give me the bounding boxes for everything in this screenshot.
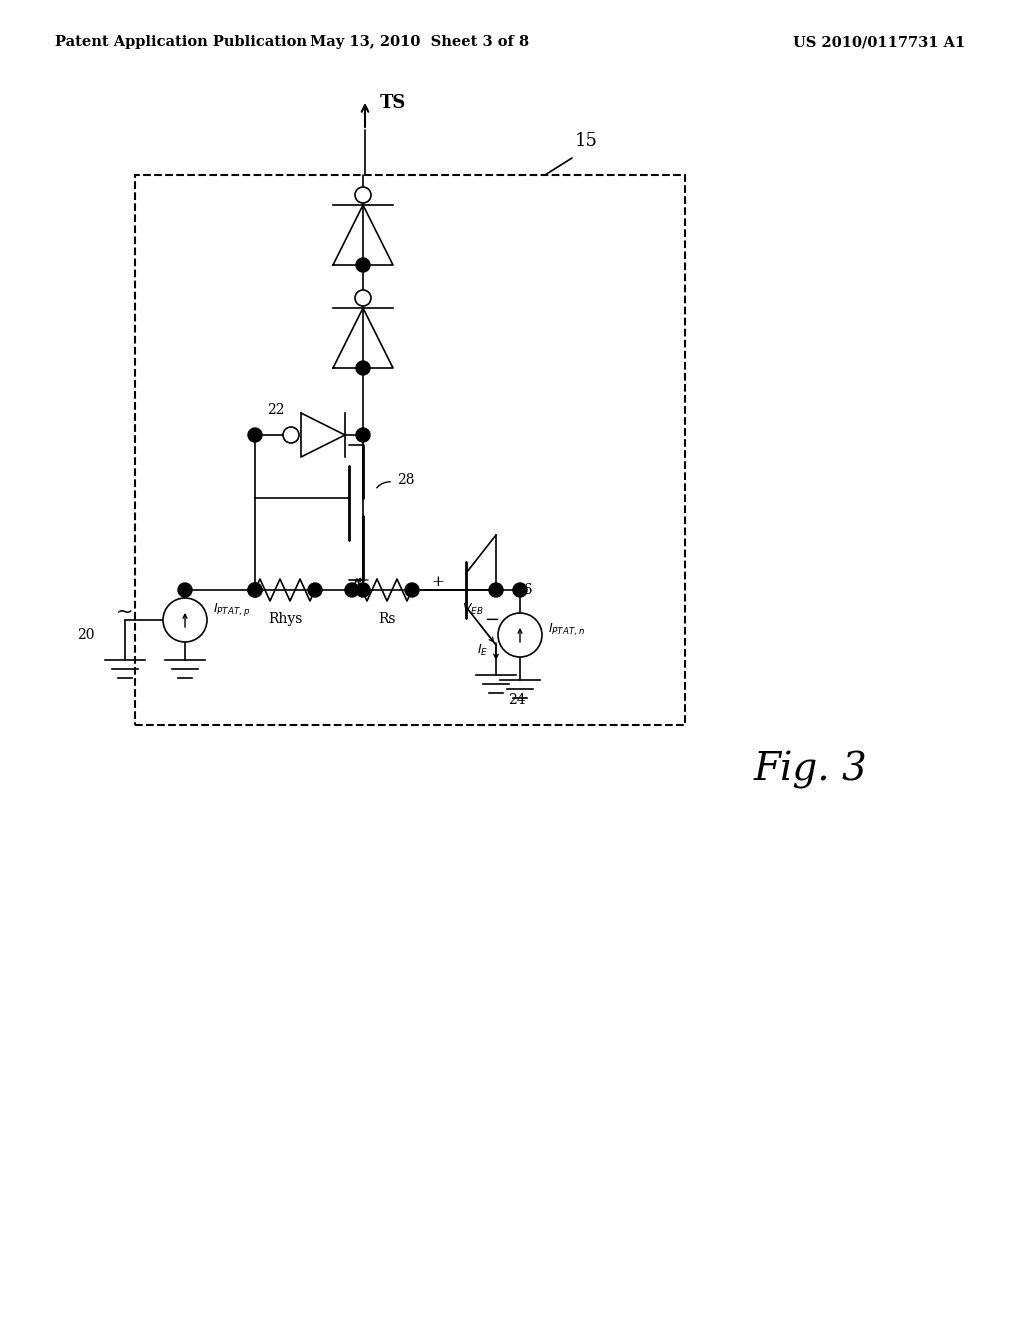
Text: Rs: Rs: [378, 612, 395, 626]
Circle shape: [345, 583, 359, 597]
Text: Patent Application Publication: Patent Application Publication: [55, 36, 307, 49]
Circle shape: [355, 187, 371, 203]
Circle shape: [355, 290, 371, 306]
Circle shape: [248, 583, 262, 597]
Text: $I_{PTAT,n}$: $I_{PTAT,n}$: [548, 622, 585, 638]
Text: +: +: [431, 576, 444, 589]
Circle shape: [498, 612, 542, 657]
Circle shape: [283, 426, 299, 444]
Circle shape: [178, 583, 193, 597]
Circle shape: [163, 598, 207, 642]
Text: 24: 24: [508, 693, 525, 708]
Text: 22: 22: [267, 403, 285, 417]
Text: $V_{EB}$: $V_{EB}$: [462, 602, 483, 618]
Circle shape: [356, 360, 370, 375]
Text: 26: 26: [515, 583, 532, 597]
Text: TS: TS: [380, 94, 407, 112]
Text: $I_{PTAT,p}$: $I_{PTAT,p}$: [213, 602, 250, 619]
Text: −: −: [484, 611, 499, 630]
Circle shape: [248, 583, 262, 597]
Circle shape: [489, 583, 503, 597]
Text: Rhys: Rhys: [268, 612, 302, 626]
Text: 28: 28: [397, 473, 415, 487]
Circle shape: [308, 583, 322, 597]
Text: 15: 15: [575, 132, 598, 150]
Text: May 13, 2010  Sheet 3 of 8: May 13, 2010 Sheet 3 of 8: [310, 36, 529, 49]
Circle shape: [356, 428, 370, 442]
Circle shape: [406, 583, 419, 597]
Text: ~: ~: [117, 602, 134, 622]
Text: Fig. 3: Fig. 3: [753, 751, 867, 789]
Circle shape: [356, 257, 370, 272]
Text: 20: 20: [78, 628, 95, 642]
Text: $I_E$: $I_E$: [477, 643, 488, 657]
Circle shape: [513, 583, 527, 597]
Circle shape: [356, 583, 370, 597]
Circle shape: [248, 428, 262, 442]
Text: US 2010/0117731 A1: US 2010/0117731 A1: [793, 36, 965, 49]
